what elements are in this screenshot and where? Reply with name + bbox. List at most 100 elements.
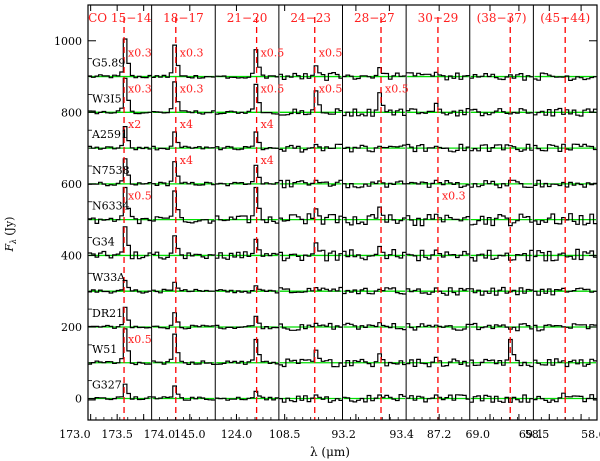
spectrum-N7538-p4 (278, 179, 343, 189)
scale-label-14: x4 (261, 154, 274, 167)
spectrum-A2591-p3 (215, 131, 279, 151)
source-label-A2591: A2591 (91, 128, 128, 141)
spectrum-G34-p4 (278, 242, 343, 262)
spectrum-G5.89-p6 (406, 71, 470, 81)
spectrum-N6334-p6 (406, 213, 470, 227)
panel-label-6: 30−29 (418, 11, 459, 25)
spectrum-W51-p7 (469, 338, 534, 368)
spectrum-W51-p8 (533, 358, 597, 368)
spectrum-A2591-p8 (533, 143, 597, 152)
spectrum-G34-p1 (88, 226, 152, 260)
x-tick-label-p3-1: 124.0 (221, 428, 253, 441)
spectrum-W33A-p2 (151, 281, 216, 294)
source-label-G327: G327 (92, 379, 122, 392)
scale-label-1: x0.3 (128, 47, 152, 60)
scale-label-13: x4 (180, 154, 193, 167)
spectrum-G34-p7 (469, 249, 534, 262)
spectrum-G5.89-p1 (88, 38, 152, 79)
spectrum-W33A-p4 (278, 286, 343, 294)
spectrum-W3I5-p6 (406, 102, 470, 117)
spectrum-G5.89-p4 (278, 65, 343, 81)
spectrum-G5.89-p8 (533, 72, 597, 81)
scale-label-10: x2 (128, 118, 141, 131)
spectrum-G327-p5 (342, 394, 407, 403)
source-label-W51: W51 (92, 343, 117, 356)
panel-label-7: (38−37) (477, 11, 527, 25)
y-axis-title: Fλ (Jy) (3, 217, 18, 253)
spectrum-W33A-p5 (342, 287, 407, 295)
plot-border (87, 4, 598, 421)
spectrum-G327-p4 (278, 394, 343, 403)
labels: CO 15−14 173.0 173.5 174.0 18−17 145.0 21−20 12… (54, 11, 600, 441)
scale-label-5: x0.3 (128, 82, 152, 95)
spectrum-W3I5-p7 (469, 108, 534, 117)
spectrum-G34-p5 (342, 245, 407, 261)
source-label-N6334: N6334 (92, 200, 130, 213)
panel-label-1: CO 15−14 (88, 11, 152, 25)
spectrum-W51-p5 (342, 353, 407, 368)
spectrum-G5.89-p3 (215, 49, 279, 79)
spectrum-N7538-p1 (88, 158, 152, 187)
spectrum-G327-p1 (88, 383, 152, 401)
source-label-G5.89: G5.89 (92, 57, 125, 70)
spectrum-A2591-p2 (151, 131, 216, 151)
x-tick-label-p5-2: 93.4 (389, 428, 414, 441)
spectrum-N6334-p3 (215, 186, 279, 224)
x-tick-label-p1-3: 174.0 (144, 428, 176, 441)
spectrum-N7538-p5 (342, 180, 407, 189)
panel-label-8: (45−44) (540, 11, 590, 25)
spectrum-G34-p8 (533, 248, 597, 262)
spectrum-A2591-p4 (278, 143, 343, 153)
spectrum-G5.89-p5 (342, 67, 407, 80)
spectrum-G5.89-p7 (469, 73, 534, 81)
y-tick-label-0: 0 (75, 393, 82, 406)
y-tick-label-800: 800 (61, 106, 82, 119)
spectrum-N7538-p8 (533, 179, 597, 188)
svg-text:Fλ(Jy): Fλ (Jy) (3, 217, 18, 253)
spectrum-N6334-p5 (342, 206, 407, 226)
y-tick-label-1000: 1000 (54, 35, 82, 48)
y-axis-title-unit: (Jy) (3, 217, 16, 236)
scale-label-4: x0.5 (319, 47, 343, 60)
spectrum-DR21-p7 (469, 322, 534, 332)
spectrum-W33A-p7 (469, 286, 534, 296)
spectrum-W33A-p3 (215, 285, 279, 294)
source-label-W3I5: W3I5 (92, 92, 122, 105)
spectrum-N6334-p7 (469, 213, 534, 227)
spectrum-W3I5-p1 (88, 77, 152, 115)
source-label-G34: G34 (92, 235, 115, 248)
spectrum-A2591-p6 (406, 143, 470, 153)
panel-label-4: 24−23 (290, 11, 331, 25)
spectrum-DR21-p1 (88, 306, 152, 329)
scale-label-12: x4 (261, 118, 274, 131)
spectrum-DR21-p4 (278, 322, 343, 331)
x-tick-label-p4-1: 108.5 (269, 428, 301, 441)
x-axis-title: λ (μm) (310, 445, 350, 459)
x-tick-label-p1-2: 173.5 (101, 428, 133, 441)
spectrum-N6334-p4 (278, 208, 343, 225)
y-tick-label-200: 200 (61, 321, 82, 334)
x-tick-label-p1-1: 173.0 (59, 428, 91, 441)
spectrum-W3I5-p5 (342, 92, 407, 117)
scale-label-7: x0.5 (261, 82, 285, 95)
x-tick-label-p7-1: 69.0 (465, 428, 490, 441)
scale-label-17: x0.5 (128, 333, 152, 346)
x-tick-label-p8-2: 58.6 (581, 428, 600, 441)
spectrum-W3I5-p2 (151, 81, 216, 115)
source-label-N7538: N7538 (92, 164, 130, 177)
spectrum-G327-p2 (151, 385, 216, 401)
spectrum-W51-p4 (278, 349, 343, 368)
x-tick-label-p2-1: 145.0 (174, 428, 206, 441)
panel-label-2: 18−17 (163, 11, 204, 25)
scale-label-9: x0.5 (385, 82, 409, 95)
spectrum-A2591-p1 (88, 126, 152, 151)
spectrum-DR21-p6 (406, 323, 470, 331)
scale-label-15: x0.5 (128, 190, 152, 203)
panel-label-5: 28−27 (354, 11, 395, 25)
spectrum-N6334-p1 (88, 186, 152, 225)
spectrum-N6334-p2 (151, 190, 216, 224)
spectrum-W51-p2 (151, 333, 216, 365)
spectrum-N7538-p7 (469, 179, 534, 189)
spectrum-G327-p8 (533, 392, 597, 403)
